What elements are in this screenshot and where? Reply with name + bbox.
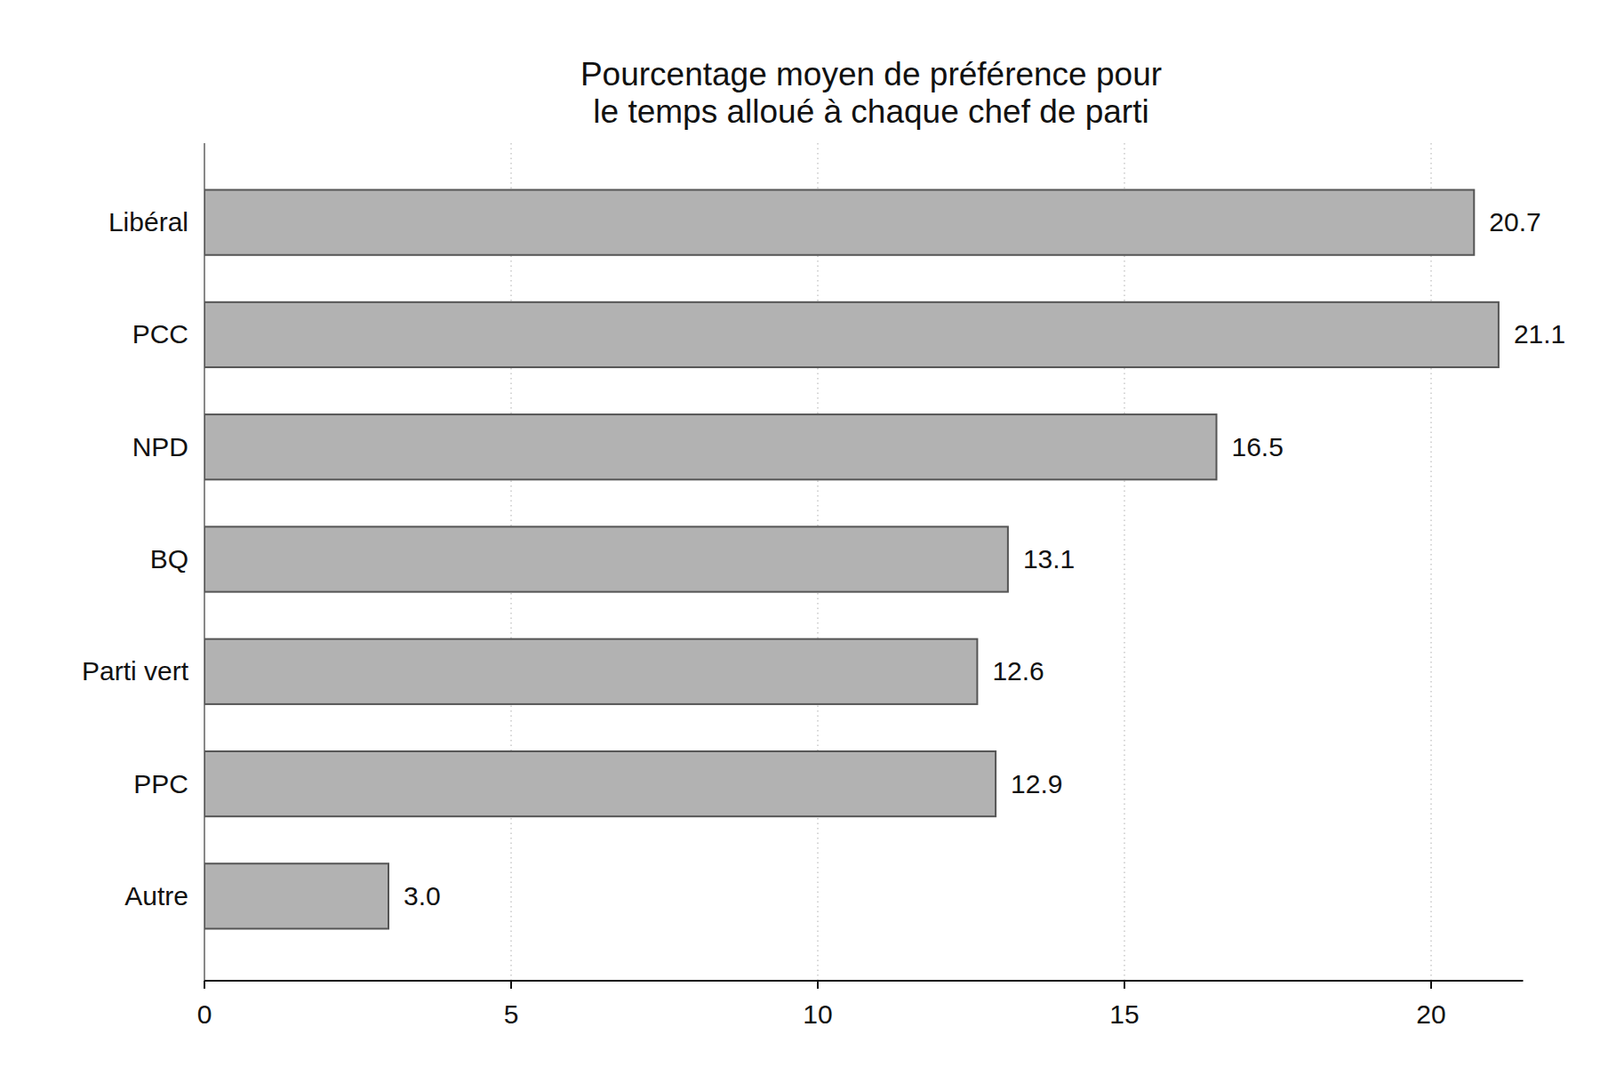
- grid-line: [1123, 143, 1125, 981]
- category-label: BQ: [150, 544, 189, 574]
- data-label: 13.1: [1023, 544, 1075, 574]
- tick-label: 20: [1416, 999, 1446, 1029]
- bar: [204, 526, 1008, 592]
- bar: [204, 414, 1217, 480]
- tick-mark: [510, 980, 512, 989]
- tick-mark: [1123, 980, 1126, 989]
- tick-mark: [816, 980, 819, 989]
- chart: Pourcentage moyen de préférence pourle t…: [0, 0, 1600, 1067]
- data-label: 3.0: [403, 880, 441, 911]
- category-label: Parti vert: [81, 656, 190, 686]
- category-label: Libéral: [108, 207, 189, 237]
- grid-line: [1430, 143, 1432, 981]
- data-label: 12.6: [992, 656, 1044, 686]
- bar: [204, 863, 389, 928]
- title: le temps alloué à chaque chef de parti: [592, 93, 1149, 130]
- category-label: PCC: [132, 319, 189, 349]
- data-label: 20.7: [1488, 207, 1541, 237]
- data-label: 16.5: [1232, 432, 1284, 462]
- bar: [204, 751, 996, 816]
- tick-label: 0: [197, 999, 213, 1029]
- x-axis-line: [204, 979, 1524, 982]
- tick-label: 10: [802, 999, 832, 1029]
- tick-mark: [203, 980, 206, 989]
- data-label: 12.9: [1010, 768, 1063, 799]
- data-label: 21.1: [1513, 319, 1566, 349]
- bar: [204, 639, 977, 704]
- category-label: NPD: [132, 432, 189, 462]
- bars: [204, 190, 1499, 929]
- tick-label: 15: [1109, 999, 1139, 1029]
- category-label: Autre: [124, 880, 189, 911]
- bar: [204, 190, 1474, 256]
- tick-mark: [1430, 980, 1432, 989]
- category-label: PPC: [133, 768, 189, 799]
- title: Pourcentage moyen de préférence pour: [580, 56, 1162, 93]
- bar: [204, 302, 1499, 368]
- tick-label: 5: [504, 999, 520, 1029]
